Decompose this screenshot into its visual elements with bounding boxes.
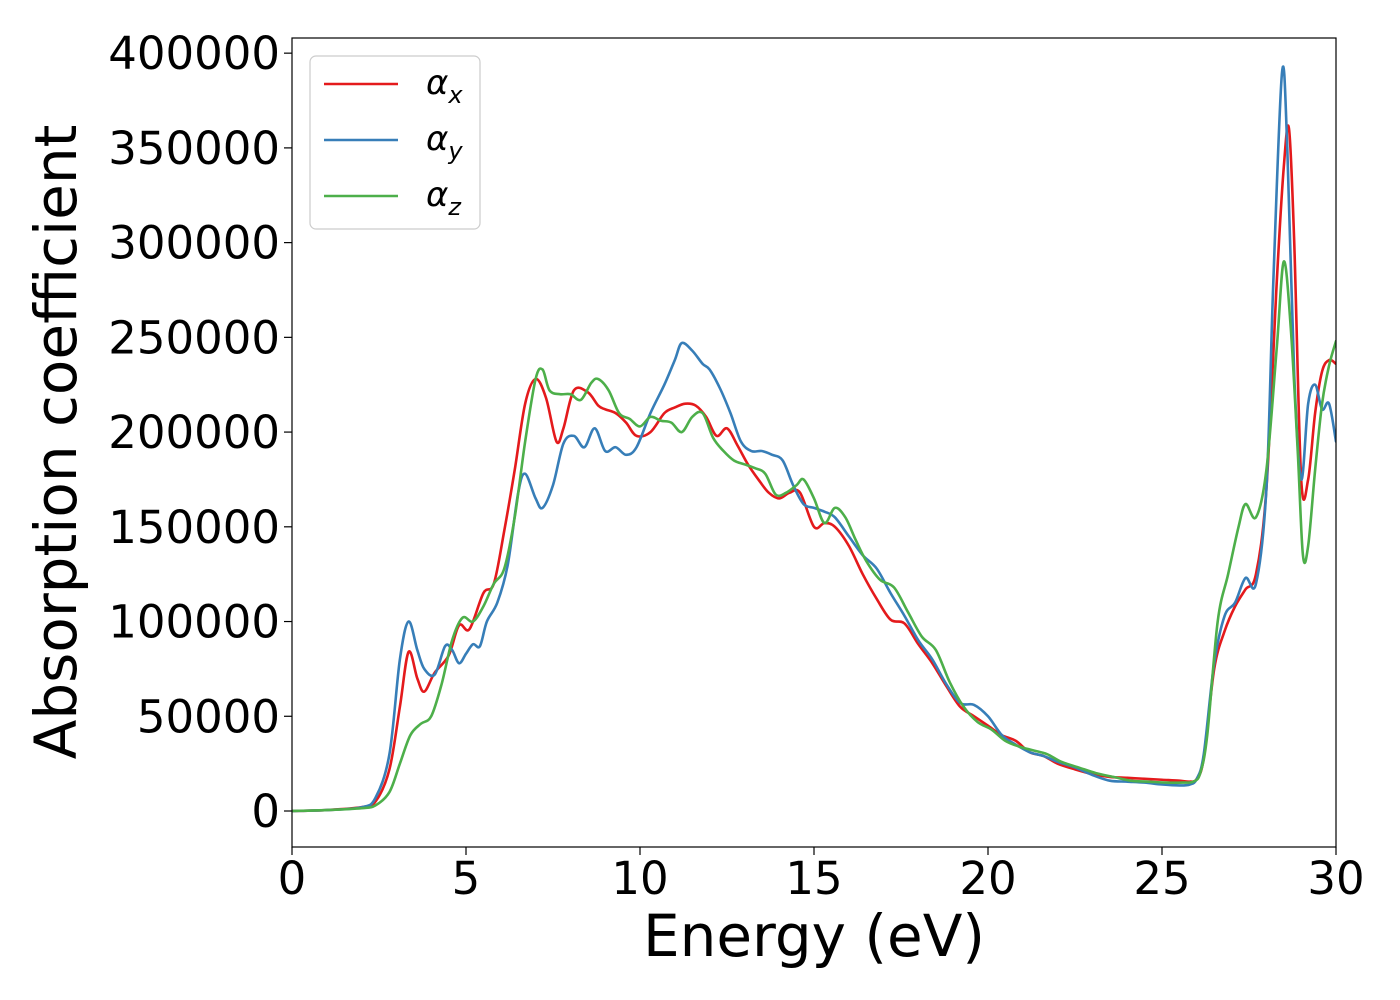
legend: αx αy αz (309, 55, 481, 230)
y-tick-label: 400000 (108, 27, 280, 80)
series-line-z (292, 260, 1336, 813)
y-tick-label: 100000 (108, 596, 280, 649)
x-tick-label: 30 (1307, 852, 1364, 905)
y-tick-label: 150000 (108, 501, 280, 554)
x-tick-label: 0 (278, 852, 307, 905)
x-tick-label: 10 (611, 852, 668, 905)
y-tick-label: 250000 (108, 311, 280, 364)
legend-label-y: αy (426, 119, 463, 165)
y-tick-label: 350000 (108, 122, 280, 175)
legend-frame (309, 55, 481, 230)
y-tick-label: 50000 (137, 690, 280, 743)
legend-label-z: αz (426, 175, 462, 221)
legend-label-x: αx (426, 63, 463, 109)
x-tick-label: 15 (785, 852, 842, 905)
x-axis: 0 5 10 15 20 25 30 (278, 847, 1365, 905)
x-tick-label: 25 (1133, 852, 1190, 905)
y-tick-label: 200000 (108, 406, 280, 459)
x-axis-title: Energy (eV) (643, 902, 985, 970)
x-tick-label: 20 (959, 852, 1016, 905)
y-axis: 0 50000 100000 150000 200000 250000 300000 3500… (108, 27, 292, 838)
y-tick-label: 300000 (108, 217, 280, 270)
series-layer (292, 65, 1336, 813)
y-tick-label: 0 (251, 785, 280, 838)
series-line-y (292, 65, 1336, 813)
y-axis-title: Absorption coefficient (22, 125, 90, 760)
x-tick-label: 5 (452, 852, 481, 905)
